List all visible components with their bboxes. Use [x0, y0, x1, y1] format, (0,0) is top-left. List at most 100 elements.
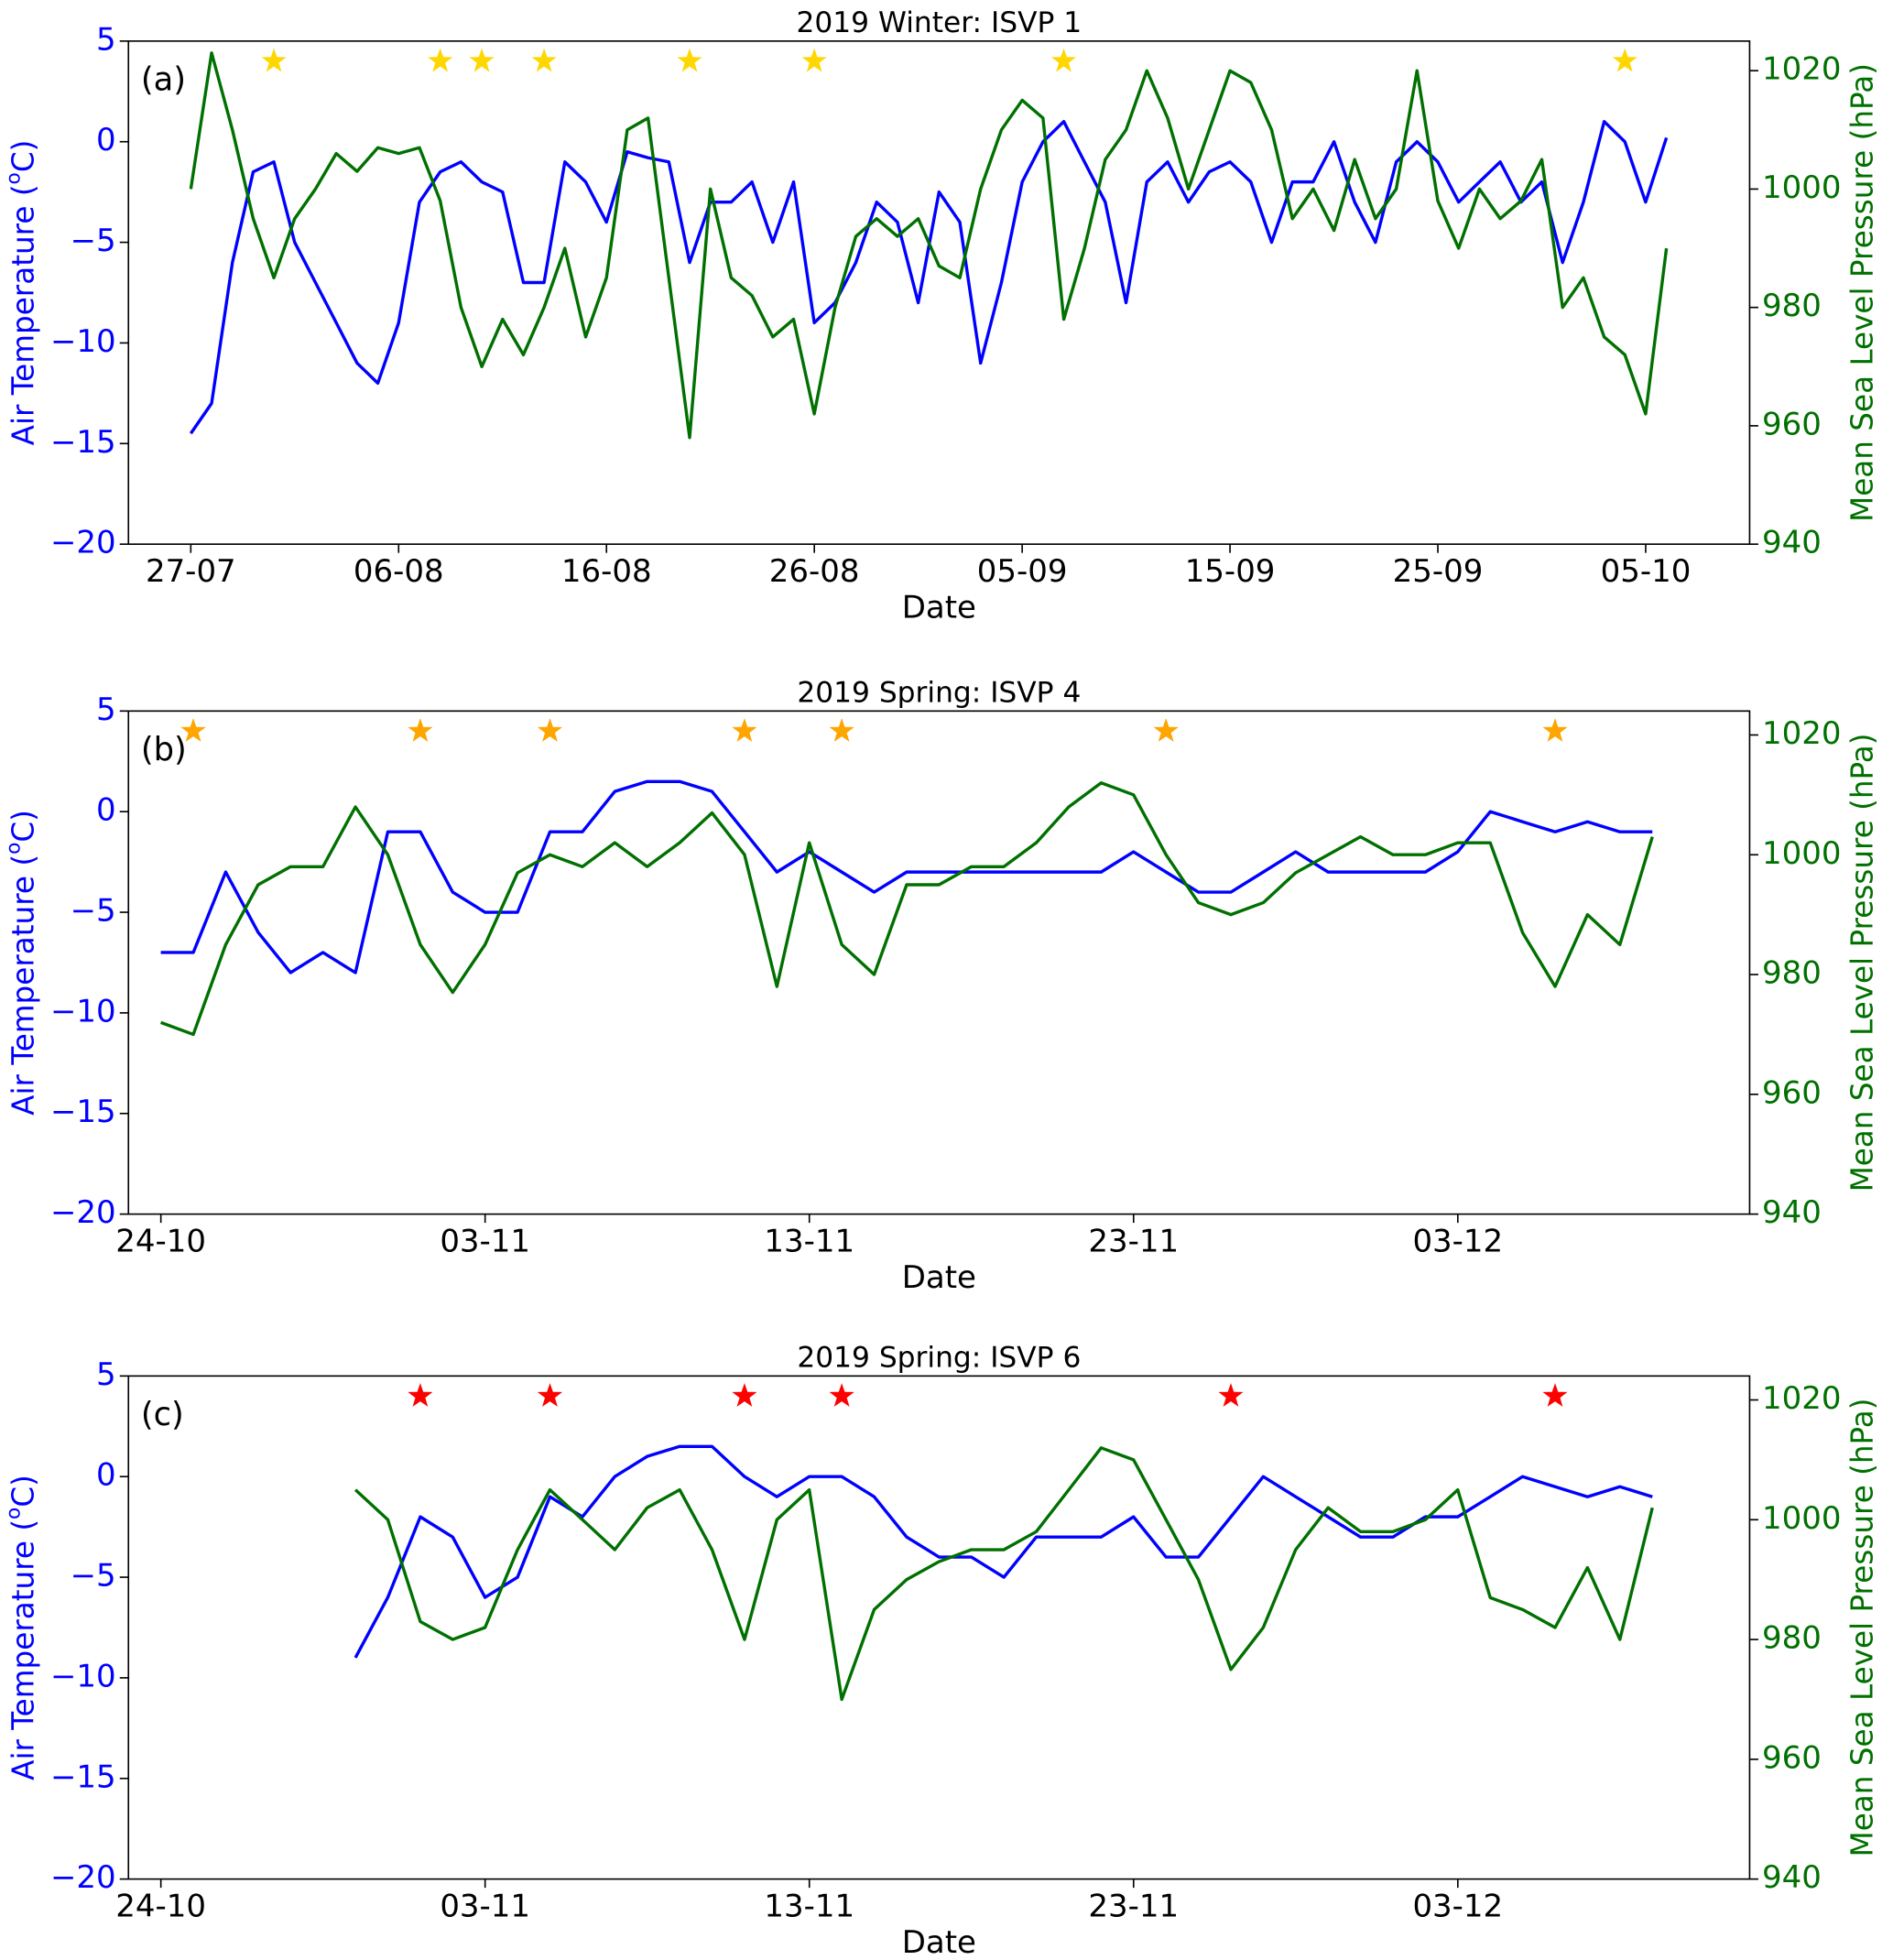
x-tick-label: 23-11: [1088, 1888, 1179, 1924]
x-tick-label: 13-11: [764, 1223, 854, 1259]
y-tick-label: 5: [96, 21, 116, 58]
y-axis-label-part: o: [2, 172, 25, 184]
pressure-line: [354, 1446, 1654, 1702]
x-tick-label: 03-11: [440, 1888, 530, 1924]
x-tick-label: 24-10: [115, 1888, 206, 1924]
y2-tick-label: 1000: [1762, 835, 1841, 872]
event-star: [1542, 1383, 1568, 1407]
y-axis-label-part: o: [2, 1508, 25, 1519]
y2-axis-label: Mean Sea Level Pressure (hPa): [1845, 734, 1880, 1192]
y2-tick-label: 980: [1762, 1620, 1822, 1657]
y-tick-label: 0: [96, 1457, 116, 1494]
y-tick-label: −10: [50, 323, 116, 360]
x-tick-label: 27-07: [146, 553, 236, 590]
x-tick-label: 03-11: [440, 1223, 530, 1259]
x-axis-label: Date: [902, 589, 976, 626]
y-tick-label: 0: [96, 792, 116, 829]
panel-title: 2019 Spring: ISVP 6: [797, 1341, 1081, 1374]
x-tick-label: 25-09: [1393, 553, 1484, 590]
y-axis-label-part: C): [5, 1475, 40, 1508]
x-tick-label: 03-12: [1412, 1888, 1503, 1924]
x-tick-label: 26-08: [769, 553, 860, 590]
y-tick-label: −20: [50, 1859, 116, 1896]
y-axis-label: Air Temperature (oC): [2, 140, 41, 446]
y2-tick-label: 1000: [1762, 169, 1841, 206]
event-star: [829, 1383, 854, 1407]
x-tick-label: 06-08: [354, 553, 444, 590]
y-tick-label: −10: [50, 1658, 116, 1694]
y-tick-label: −10: [50, 993, 116, 1029]
y-tick-label: −5: [71, 893, 116, 930]
x-tick-label: 15-09: [1185, 553, 1276, 590]
event-star: [408, 1383, 433, 1407]
event-star: [732, 718, 757, 742]
event-star: [801, 48, 827, 72]
y-tick-label: −20: [50, 1194, 116, 1231]
event-star: [1050, 48, 1077, 72]
event-star: [732, 1383, 757, 1407]
y2-tick-label: 960: [1762, 406, 1822, 442]
x-tick-label: 13-11: [764, 1888, 854, 1924]
x-tick-label: 03-12: [1412, 1223, 1503, 1259]
y-axis-label-part: C): [5, 140, 40, 173]
plot-frame: [127, 40, 1751, 545]
plot-frame: [127, 710, 1751, 1215]
temperature-line: [189, 119, 1669, 435]
y2-tick-label: 1020: [1762, 1380, 1841, 1417]
event-star: [261, 48, 287, 72]
panel-title: 2019 Winter: ISVP 1: [797, 6, 1082, 39]
y2-axis-label: Mean Sea Level Pressure (hPa): [1845, 63, 1880, 522]
event-star: [531, 48, 557, 72]
y-tick-label: −20: [50, 525, 116, 561]
y2-axis-label: Mean Sea Level Pressure (hPa): [1845, 1399, 1880, 1857]
event-star: [1542, 718, 1568, 742]
y2-tick-label: 940: [1762, 1859, 1822, 1896]
event-star: [1153, 718, 1179, 742]
event-star: [537, 1383, 563, 1407]
y-axis-label-part: C): [5, 810, 40, 843]
event-star: [408, 718, 433, 742]
event-star: [1218, 1383, 1244, 1407]
y-tick-label: −5: [71, 223, 116, 259]
y-tick-label: −15: [50, 1759, 116, 1795]
x-tick-label: 05-10: [1601, 553, 1692, 590]
y-axis-label: Air Temperature (oC): [2, 1475, 41, 1780]
panel-title: 2019 Spring: ISVP 4: [797, 676, 1081, 709]
y-axis-label: Air Temperature (oC): [2, 810, 41, 1116]
event-star: [469, 48, 495, 72]
y-axis-label-part: Air Temperature (: [5, 184, 40, 445]
panel-label: (a): [141, 60, 186, 98]
y2-tick-label: 980: [1762, 955, 1822, 992]
panel-label: (b): [141, 731, 187, 768]
y-axis-label-part: Air Temperature (: [5, 1519, 40, 1780]
y-tick-label: −15: [50, 1094, 116, 1130]
plot-frame: [127, 1375, 1751, 1880]
panel-label: (c): [141, 1396, 184, 1433]
event-star: [1612, 48, 1637, 72]
x-axis-label: Date: [902, 1924, 976, 1960]
x-tick-label: 24-10: [115, 1223, 206, 1259]
event-star: [180, 718, 206, 742]
x-axis-label: Date: [902, 1259, 976, 1296]
x-tick-label: 16-08: [561, 553, 652, 590]
pressure-line: [189, 51, 1669, 440]
x-tick-label: 23-11: [1088, 1223, 1179, 1259]
temperature-line: [160, 779, 1653, 975]
y2-tick-label: 1000: [1762, 1500, 1841, 1537]
y-tick-label: −5: [71, 1558, 116, 1595]
y-tick-label: 5: [96, 691, 116, 728]
event-star: [537, 718, 563, 742]
y2-tick-label: 940: [1762, 1194, 1822, 1231]
y2-tick-label: 1020: [1762, 715, 1841, 752]
y-tick-label: −15: [50, 424, 116, 461]
y2-tick-label: 940: [1762, 525, 1822, 561]
temperature-line: [354, 1444, 1653, 1659]
y-tick-label: 5: [96, 1356, 116, 1393]
y2-tick-label: 1020: [1762, 51, 1841, 88]
y2-tick-label: 960: [1762, 1739, 1822, 1776]
y2-tick-label: 960: [1762, 1074, 1822, 1111]
y-axis-label-part: o: [2, 843, 25, 855]
event-star: [829, 718, 854, 742]
pressure-line: [160, 781, 1654, 1037]
